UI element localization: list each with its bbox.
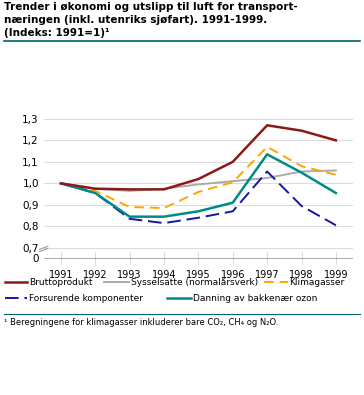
Text: (Indeks: 1991=1)¹: (Indeks: 1991=1)¹ [4,28,109,38]
Text: Danning av bakkenær ozon: Danning av bakkenær ozon [193,294,317,303]
Text: næringen (inkl. utenriks sjøfart). 1991-1999.: næringen (inkl. utenriks sjøfart). 1991-… [4,15,267,25]
Text: Trender i økonomi og utslipp til luft for transport-: Trender i økonomi og utslipp til luft fo… [4,2,297,12]
Text: ¹ Beregningene for klimagasser inkluderer bare CO₂, CH₄ og N₂O.: ¹ Beregningene for klimagasser inkludere… [4,318,278,327]
Text: Sysselsatte (normalårsverk): Sysselsatte (normalårsverk) [131,277,258,288]
Text: Bruttoprodukt: Bruttoprodukt [29,278,92,287]
Text: Klimagasser: Klimagasser [289,278,345,287]
Text: Forsurende komponenter: Forsurende komponenter [29,294,143,303]
